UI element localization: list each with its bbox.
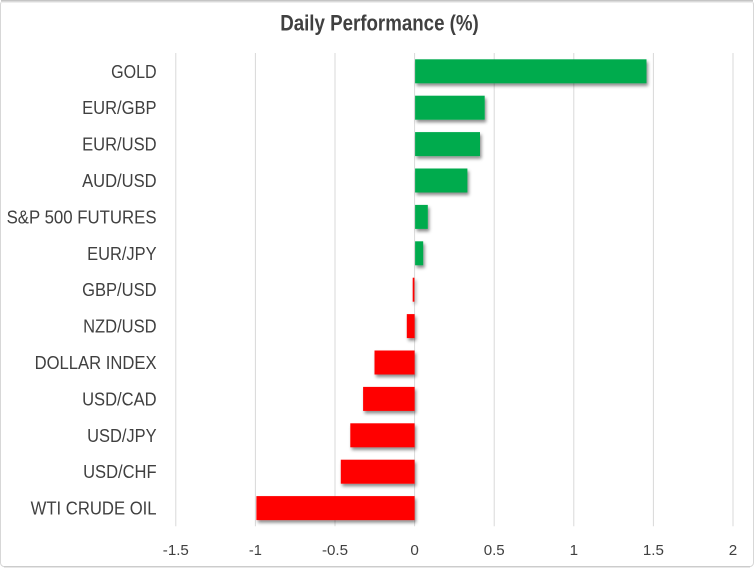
svg-text:NZD/USD: NZD/USD: [83, 317, 157, 337]
svg-text:1: 1: [570, 542, 578, 559]
svg-text:EUR/GBP: EUR/GBP: [82, 98, 157, 118]
svg-text:EUR/JPY: EUR/JPY: [87, 244, 157, 264]
svg-text:2: 2: [729, 542, 737, 559]
svg-text:S&P 500 FUTURES: S&P 500 FUTURES: [7, 207, 157, 227]
svg-text:EUR/USD: EUR/USD: [82, 135, 157, 155]
svg-text:-1: -1: [249, 542, 262, 559]
svg-text:-1.5: -1.5: [163, 542, 189, 559]
svg-text:-0.5: -0.5: [322, 542, 348, 559]
svg-text:0: 0: [410, 542, 418, 559]
svg-text:WTI CRUDE OIL: WTI CRUDE OIL: [31, 499, 157, 519]
svg-text:USD/CAD: USD/CAD: [82, 389, 157, 409]
svg-text:AUD/USD: AUD/USD: [82, 171, 157, 191]
svg-text:GBP/USD: GBP/USD: [82, 280, 157, 300]
svg-text:1.5: 1.5: [643, 542, 664, 559]
svg-text:USD/CHF: USD/CHF: [83, 462, 157, 482]
svg-text:USD/JPY: USD/JPY: [87, 426, 157, 446]
svg-text:DOLLAR INDEX: DOLLAR INDEX: [35, 353, 157, 373]
svg-text:GOLD: GOLD: [111, 62, 157, 82]
svg-text:0.5: 0.5: [484, 542, 505, 559]
svg-text:Daily Performance (%): Daily Performance (%): [280, 11, 479, 36]
